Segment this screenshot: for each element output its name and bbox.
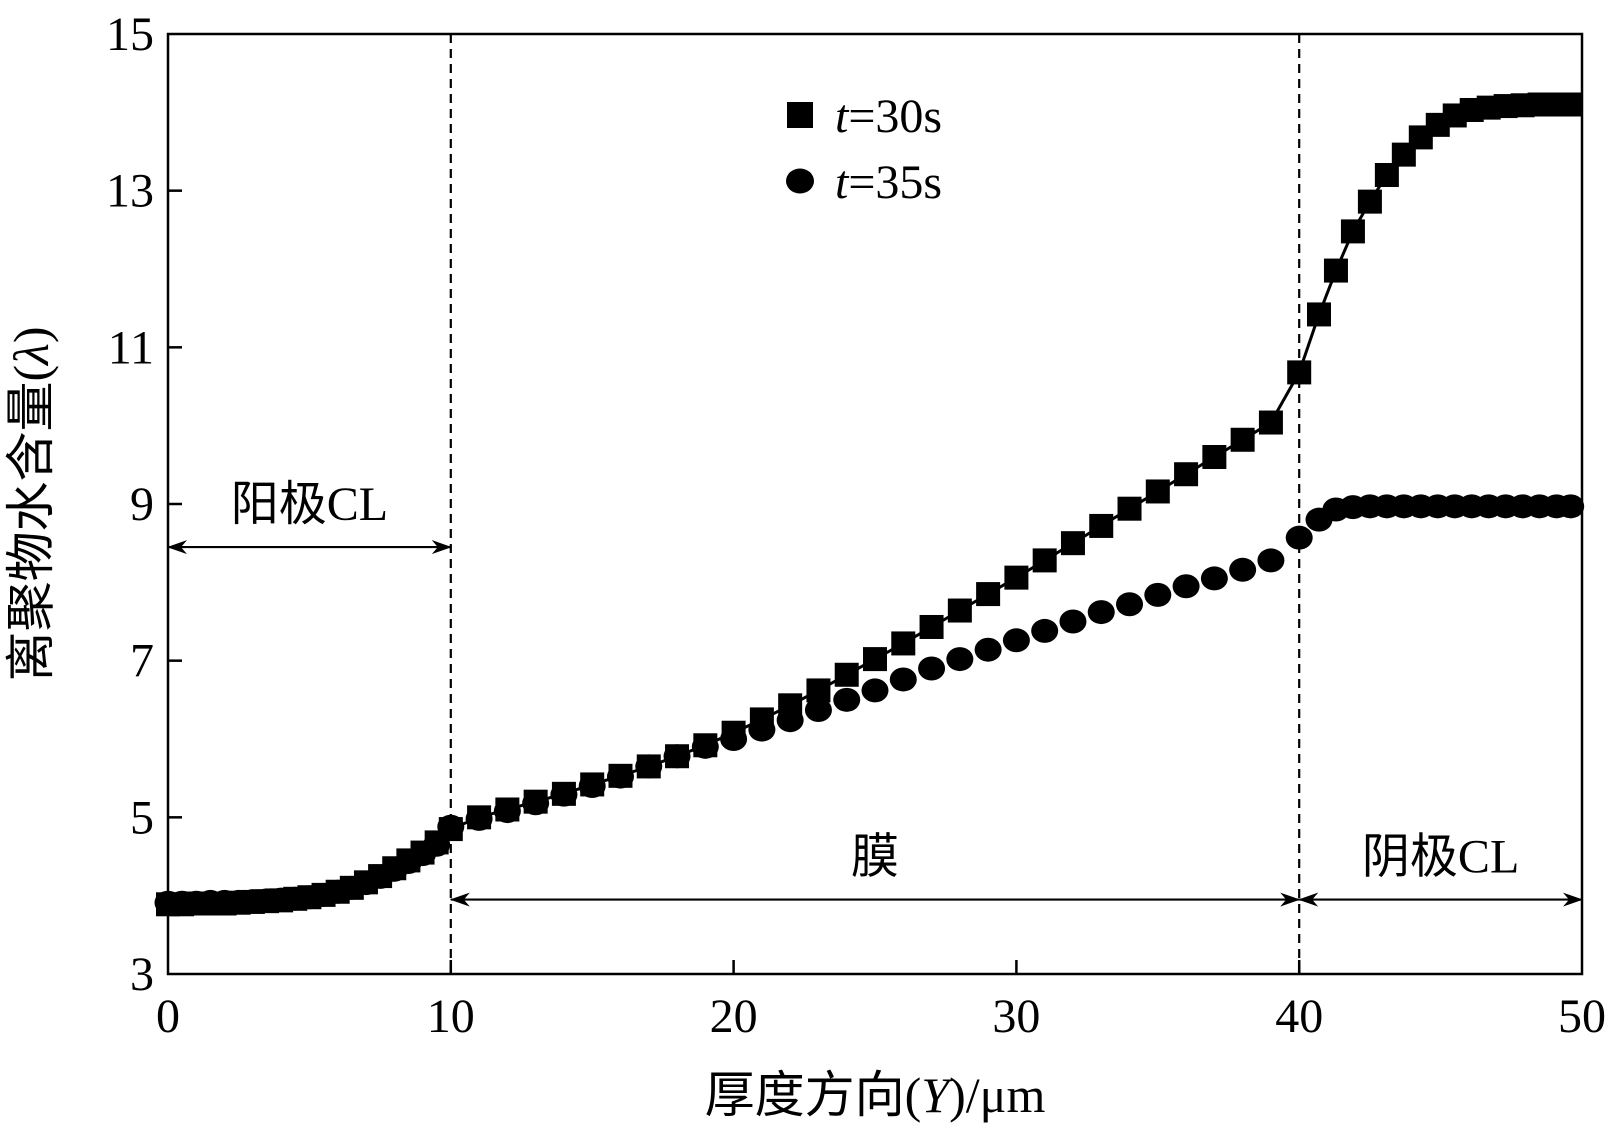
data-point-circle bbox=[889, 667, 917, 692]
data-point-square bbox=[891, 631, 916, 656]
data-point-circle bbox=[691, 734, 719, 759]
data-point-circle bbox=[1285, 525, 1313, 550]
data-point-square bbox=[1230, 427, 1255, 452]
data-point-circle bbox=[493, 799, 521, 824]
data-point-circle bbox=[1229, 557, 1257, 582]
data-point-circle bbox=[720, 727, 748, 751]
data-point-circle bbox=[1200, 566, 1228, 591]
y-tick-label: 5 bbox=[130, 791, 154, 844]
legend-label: t=30s bbox=[835, 90, 942, 143]
data-point-circle bbox=[550, 782, 578, 807]
data-point-circle bbox=[437, 814, 465, 839]
data-point-circle bbox=[1031, 618, 1059, 643]
data-point-square bbox=[1117, 496, 1142, 521]
x-tick-label: 40 bbox=[1275, 990, 1323, 1043]
data-point-circle bbox=[974, 637, 1002, 662]
legend-label-variable: t bbox=[835, 156, 850, 209]
series-2 bbox=[154, 494, 1585, 915]
legend-label-value: =30s bbox=[848, 90, 942, 143]
data-point-circle bbox=[1557, 494, 1585, 519]
data-point-square bbox=[1174, 462, 1199, 487]
data-point-circle bbox=[1116, 592, 1144, 617]
data-point-circle bbox=[1172, 574, 1200, 599]
x-tick-label: 10 bbox=[427, 990, 475, 1043]
data-point-square bbox=[1004, 565, 1029, 590]
data-point-circle bbox=[918, 656, 946, 681]
data-series bbox=[154, 92, 1585, 917]
legend-marker-square bbox=[787, 102, 813, 128]
data-point-square bbox=[1089, 513, 1114, 538]
data-point-square bbox=[863, 647, 887, 672]
data-point-circle bbox=[423, 832, 451, 857]
x-axis-label-suffix: )/μm bbox=[949, 1067, 1045, 1123]
data-point-square bbox=[919, 614, 944, 639]
region-annotations: 阳极CL 膜 阴极CL bbox=[167, 478, 1583, 907]
data-point-circle bbox=[635, 754, 663, 779]
region-label: 阳极CL bbox=[231, 478, 388, 531]
x-axis-label-variable: Y bbox=[921, 1067, 954, 1123]
data-point-circle bbox=[804, 698, 832, 723]
data-point-circle bbox=[748, 717, 776, 742]
y-axis-label-prefix: 离聚物水含量( bbox=[3, 365, 59, 682]
region-label: 膜 bbox=[851, 831, 899, 884]
region-label: 阴极CL bbox=[1362, 831, 1519, 884]
data-point-circle bbox=[578, 774, 606, 798]
data-point-square bbox=[1374, 163, 1399, 187]
data-point-square bbox=[1202, 445, 1227, 469]
data-point-circle bbox=[606, 764, 634, 789]
legend-marker-circle bbox=[786, 168, 814, 194]
data-point-circle bbox=[776, 708, 804, 733]
data-point-circle bbox=[1087, 600, 1115, 625]
data-point-square bbox=[1558, 92, 1583, 117]
y-tick-label: 3 bbox=[130, 948, 154, 1001]
data-point-circle bbox=[1144, 582, 1172, 607]
x-tick-label: 0 bbox=[156, 990, 180, 1043]
data-point-circle bbox=[663, 744, 691, 769]
data-point-square bbox=[1340, 219, 1365, 244]
y-tick-label: 11 bbox=[108, 321, 154, 374]
data-point-circle bbox=[522, 791, 550, 816]
data-point-square bbox=[1306, 302, 1331, 327]
x-tick-label: 30 bbox=[992, 990, 1040, 1043]
data-point-square bbox=[1032, 548, 1057, 573]
data-point-square bbox=[1145, 479, 1170, 504]
y-tick-label: 15 bbox=[106, 8, 154, 61]
data-point-square bbox=[947, 598, 972, 623]
y-axis-label-suffix: ) bbox=[3, 327, 59, 344]
x-axis-label: 厚度方向(Y)/μm bbox=[705, 1067, 1046, 1123]
data-point-circle bbox=[1059, 609, 1087, 634]
data-point-square bbox=[834, 662, 859, 687]
x-tick-label: 50 bbox=[1558, 990, 1606, 1043]
data-point-circle bbox=[946, 647, 974, 672]
y-axis-label-variable: λ bbox=[3, 343, 59, 367]
data-point-square bbox=[1323, 258, 1348, 283]
x-axis-label-prefix: 厚度方向( bbox=[705, 1067, 922, 1123]
data-point-circle bbox=[861, 678, 889, 703]
data-point-circle bbox=[1257, 548, 1285, 573]
data-point-square bbox=[1258, 410, 1283, 435]
y-tick-label: 9 bbox=[130, 478, 154, 531]
legend-label: t=35s bbox=[835, 156, 942, 209]
legend-label-value: =35s bbox=[848, 156, 942, 209]
data-point-circle bbox=[833, 687, 861, 712]
y-tick-label: 7 bbox=[130, 635, 154, 688]
data-point-circle bbox=[465, 806, 493, 831]
data-point-square bbox=[976, 582, 1001, 607]
data-point-square bbox=[1060, 531, 1085, 556]
data-point-square bbox=[1287, 360, 1312, 385]
data-point-square bbox=[1357, 189, 1382, 214]
ticks: 0 10 20 30 40 50 3 5 7 9 11 13 15 bbox=[106, 8, 1606, 1043]
data-point-circle bbox=[1002, 628, 1030, 653]
x-tick-label: 20 bbox=[710, 990, 758, 1043]
y-axis-label: 离聚物水含量(λ) bbox=[3, 327, 59, 682]
legend-label-variable: t bbox=[835, 90, 850, 143]
y-tick-label: 13 bbox=[106, 165, 154, 218]
